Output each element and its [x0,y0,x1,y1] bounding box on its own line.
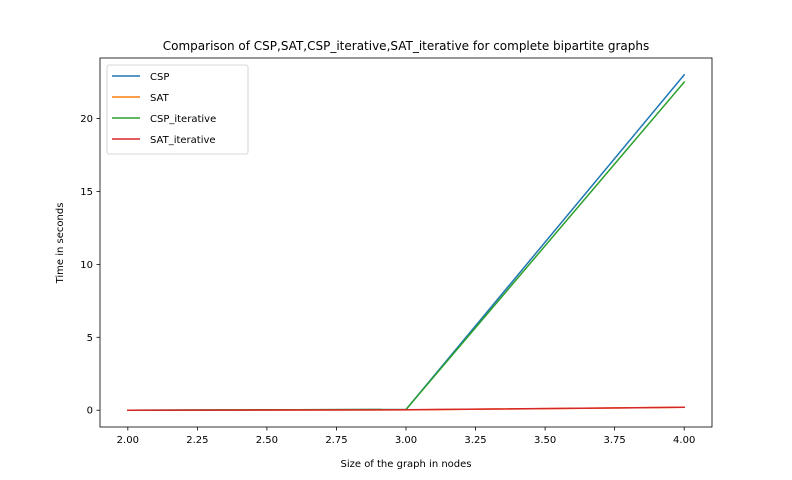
x-tick-label: 3.75 [604,435,626,446]
legend-label: SAT_iterative [150,135,216,146]
x-tick-label: 3.50 [534,435,556,446]
x-tick-label: 2.25 [186,435,208,446]
y-tick-label: 0 [87,406,93,417]
y-tick-label: 20 [80,114,93,125]
x-tick-label: 4.00 [673,435,695,446]
x-tick-label: 3.00 [395,435,417,446]
x-axis-label: Size of the graph in nodes [340,459,471,470]
y-tick-label: 15 [80,187,93,198]
axes: 2.00 2.25 2.50 2.75 3.00 3.25 3.50 3.75 4.00 0 5 10… [80,57,713,446]
legend-label: SAT [150,93,170,104]
y-tick-label: 5 [87,333,93,344]
chart-title: Comparison of CSP,SAT,CSP_iterative,SAT_… [163,39,649,53]
x-tick-label: 3.25 [464,435,486,446]
y-axis-label: Time in seconds [55,203,66,285]
x-tick-label: 2.00 [117,435,139,446]
legend: CSP SAT CSP_iterative SAT_iterative [106,64,249,155]
legend-box [106,64,249,155]
series-line-sat-iterative [127,406,685,411]
legend-label: CSP_iterative [150,114,216,125]
legend-label: CSP [150,72,169,83]
y-tick-label: 10 [80,260,93,271]
x-tick-label: 2.75 [325,435,347,446]
plot-area [127,73,686,411]
x-tick-label: 2.50 [256,435,278,446]
